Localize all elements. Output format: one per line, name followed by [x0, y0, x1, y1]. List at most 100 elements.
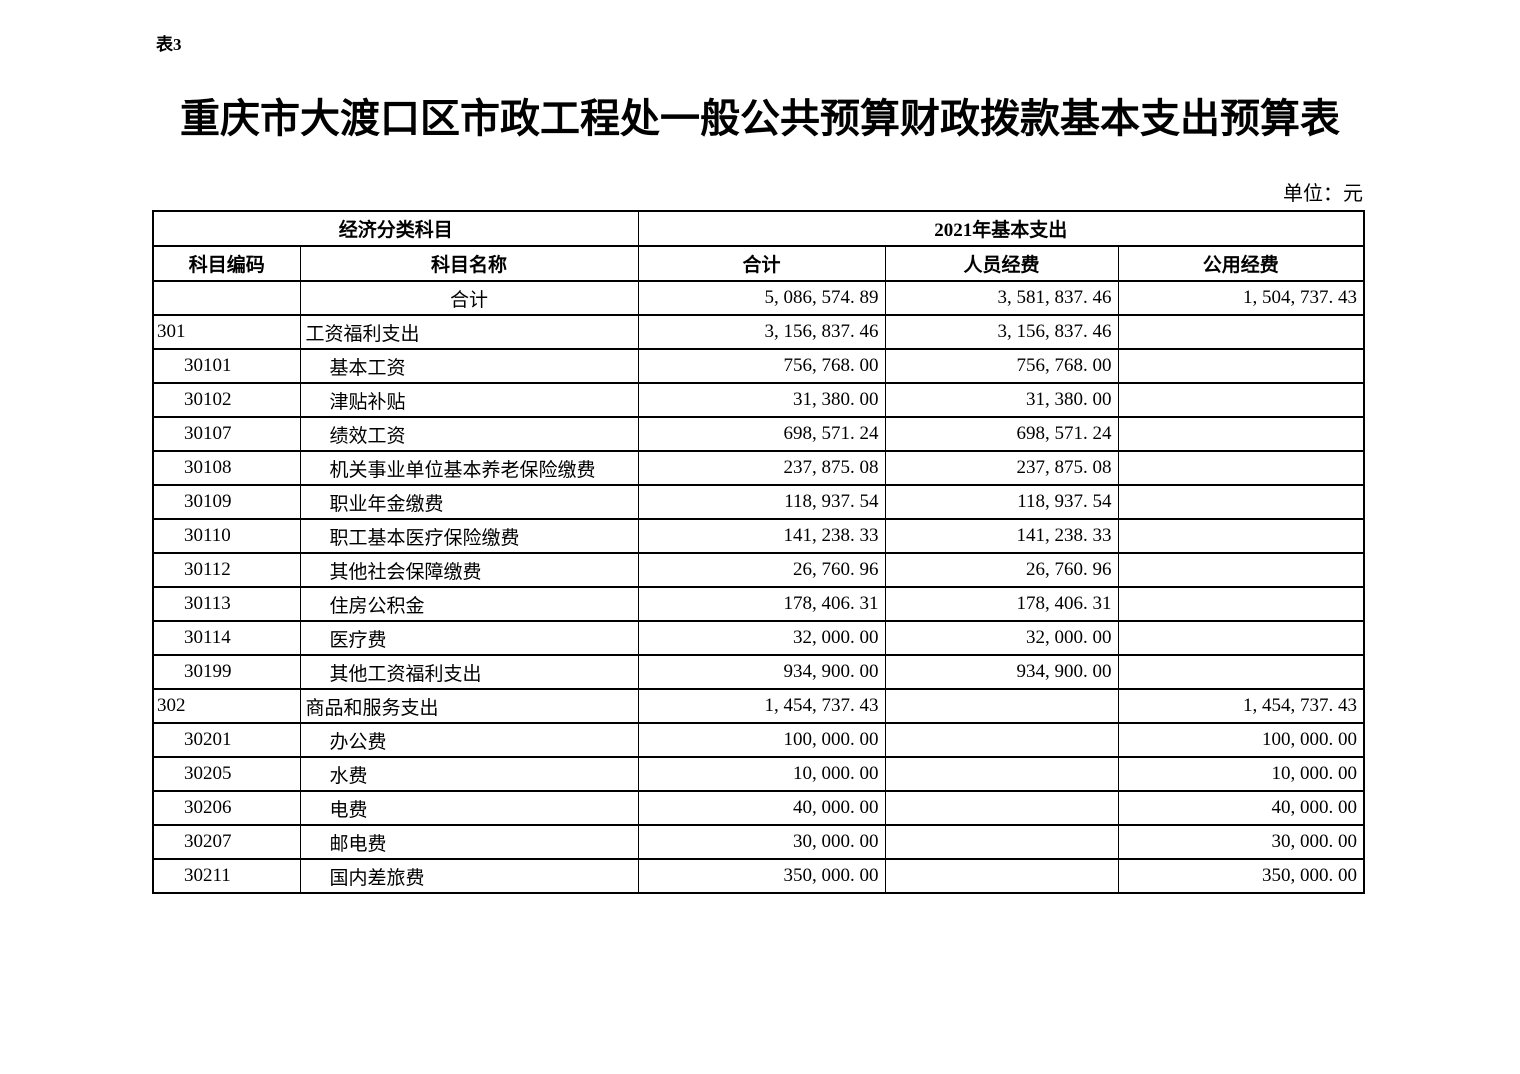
cell-subject-name: 商品和服务支出	[299, 688, 639, 724]
cell-personnel-funds: 141, 238. 33	[884, 518, 1119, 554]
cell-subject-name: 住房公积金	[299, 586, 639, 622]
table-row: 30206 电费 40, 000. 00 40, 000. 00	[152, 790, 1365, 826]
cell-subject-name: 电费	[299, 790, 639, 826]
cell-subject-code: 30205	[152, 756, 301, 792]
cell-total: 698, 571. 24	[637, 416, 886, 452]
header-group-row: 经济分类科目 2021年基本支出	[152, 210, 1365, 247]
header-2021-basic-expenditure: 2021年基本支出	[637, 210, 1365, 247]
cell-public-funds: 100, 000. 00	[1117, 722, 1365, 758]
cell-subject-code: 30112	[152, 552, 301, 588]
cell-personnel-funds	[884, 722, 1119, 758]
cell-public-funds: 1, 504, 737. 43	[1117, 280, 1365, 316]
cell-public-funds	[1117, 314, 1365, 350]
cell-subject-name: 工资福利支出	[299, 314, 639, 350]
table-row: 30110 职工基本医疗保险缴费 141, 238. 33 141, 238. 33	[152, 518, 1365, 554]
table-row: 302 商品和服务支出 1, 454, 737. 43 1, 454, 737. 43	[152, 688, 1365, 724]
cell-personnel-funds	[884, 824, 1119, 860]
cell-public-funds: 350, 000. 00	[1117, 858, 1365, 894]
cell-public-funds: 1, 454, 737. 43	[1117, 688, 1365, 724]
cell-subject-code: 30110	[152, 518, 301, 554]
cell-public-funds	[1117, 450, 1365, 486]
header-public-funds: 公用经费	[1117, 245, 1365, 282]
cell-personnel-funds: 756, 768. 00	[884, 348, 1119, 384]
cell-total: 100, 000. 00	[637, 722, 886, 758]
cell-subject-name: 医疗费	[299, 620, 639, 656]
cell-total: 30, 000. 00	[637, 824, 886, 860]
cell-total: 178, 406. 31	[637, 586, 886, 622]
cell-subject-code: 30199	[152, 654, 301, 690]
cell-subject-code: 30113	[152, 586, 301, 622]
cell-total: 118, 937. 54	[637, 484, 886, 520]
unit-label: 单位：元	[1283, 183, 1363, 205]
cell-personnel-funds: 178, 406. 31	[884, 586, 1119, 622]
page-title: 重庆市大渡口区市政工程处一般公共预算财政拨款基本支出预算表	[180, 97, 1340, 141]
cell-subject-name: 机关事业单位基本养老保险缴费	[299, 450, 639, 486]
cell-personnel-funds	[884, 688, 1119, 724]
cell-total: 31, 380. 00	[637, 382, 886, 418]
table-row: 30211 国内差旅费 350, 000. 00 350, 000. 00	[152, 858, 1365, 894]
cell-subject-name: 绩效工资	[299, 416, 639, 452]
cell-subject-name: 津贴补贴	[299, 382, 639, 418]
cell-public-funds	[1117, 416, 1365, 452]
cell-public-funds: 40, 000. 00	[1117, 790, 1365, 826]
cell-total: 350, 000. 00	[637, 858, 886, 894]
table-row: 30112 其他社会保障缴费 26, 760. 96 26, 760. 96	[152, 552, 1365, 588]
table-row: 301 工资福利支出 3, 156, 837. 46 3, 156, 837. 46	[152, 314, 1365, 350]
table-header: 经济分类科目 2021年基本支出 科目编码 科目名称 合计 人员经费 公用经费	[152, 210, 1365, 282]
header-subject-code: 科目编码	[152, 245, 301, 282]
cell-public-funds	[1117, 484, 1365, 520]
header-total: 合计	[637, 245, 886, 282]
cell-total: 3, 156, 837. 46	[637, 314, 886, 350]
cell-subject-code: 30207	[152, 824, 301, 860]
cell-total: 756, 768. 00	[637, 348, 886, 384]
cell-subject-name: 国内差旅费	[299, 858, 639, 894]
header-economic-classification: 经济分类科目	[152, 210, 639, 247]
cell-public-funds	[1117, 620, 1365, 656]
table-row: 30107 绩效工资 698, 571. 24 698, 571. 24	[152, 416, 1365, 452]
table-row: 30109 职业年金缴费 118, 937. 54 118, 937. 54	[152, 484, 1365, 520]
table-row: 30114 医疗费 32, 000. 00 32, 000. 00	[152, 620, 1365, 656]
cell-public-funds	[1117, 518, 1365, 554]
table-row: 30102 津贴补贴 31, 380. 00 31, 380. 00	[152, 382, 1365, 418]
cell-subject-code	[152, 280, 301, 316]
cell-personnel-funds: 698, 571. 24	[884, 416, 1119, 452]
cell-public-funds	[1117, 552, 1365, 588]
cell-personnel-funds: 3, 156, 837. 46	[884, 314, 1119, 350]
cell-personnel-funds	[884, 790, 1119, 826]
cell-personnel-funds: 31, 380. 00	[884, 382, 1119, 418]
cell-total: 934, 900. 00	[637, 654, 886, 690]
cell-public-funds: 30, 000. 00	[1117, 824, 1365, 860]
cell-subject-name: 其他社会保障缴费	[299, 552, 639, 588]
cell-personnel-funds: 118, 937. 54	[884, 484, 1119, 520]
cell-subject-code: 30109	[152, 484, 301, 520]
table-row: 30113 住房公积金 178, 406. 31 178, 406. 31	[152, 586, 1365, 622]
cell-subject-code: 30211	[152, 858, 301, 894]
table-row: 30205 水费 10, 000. 00 10, 000. 00	[152, 756, 1365, 792]
cell-personnel-funds	[884, 756, 1119, 792]
cell-subject-name: 职业年金缴费	[299, 484, 639, 520]
table-row: 30108 机关事业单位基本养老保险缴费 237, 875. 08 237, 875.…	[152, 450, 1365, 486]
cell-personnel-funds: 237, 875. 08	[884, 450, 1119, 486]
cell-personnel-funds	[884, 858, 1119, 894]
cell-subject-code: 30101	[152, 348, 301, 384]
cell-total: 141, 238. 33	[637, 518, 886, 554]
cell-total: 40, 000. 00	[637, 790, 886, 826]
cell-subject-name: 邮电费	[299, 824, 639, 860]
cell-subject-name: 其他工资福利支出	[299, 654, 639, 690]
cell-subject-code: 30201	[152, 722, 301, 758]
cell-subject-code: 30206	[152, 790, 301, 826]
cell-personnel-funds: 32, 000. 00	[884, 620, 1119, 656]
cell-total: 5, 086, 574. 89	[637, 280, 886, 316]
header-columns-row: 科目编码 科目名称 合计 人员经费 公用经费	[152, 245, 1365, 282]
cell-subject-code: 30114	[152, 620, 301, 656]
table-row: 30101 基本工资 756, 768. 00 756, 768. 00	[152, 348, 1365, 384]
budget-table: 经济分类科目 2021年基本支出 科目编码 科目名称 合计 人员经费 公用经费 …	[152, 210, 1366, 894]
cell-total: 26, 760. 96	[637, 552, 886, 588]
table-row: 30207 邮电费 30, 000. 00 30, 000. 00	[152, 824, 1365, 860]
cell-personnel-funds: 934, 900. 00	[884, 654, 1119, 690]
cell-public-funds	[1117, 654, 1365, 690]
table-body: 合计 5, 086, 574. 89 3, 581, 837. 46 1, 504, …	[152, 280, 1365, 894]
budget-table-container: 经济分类科目 2021年基本支出 科目编码 科目名称 合计 人员经费 公用经费 …	[152, 210, 1366, 894]
cell-subject-code: 30102	[152, 382, 301, 418]
cell-subject-name: 办公费	[299, 722, 639, 758]
